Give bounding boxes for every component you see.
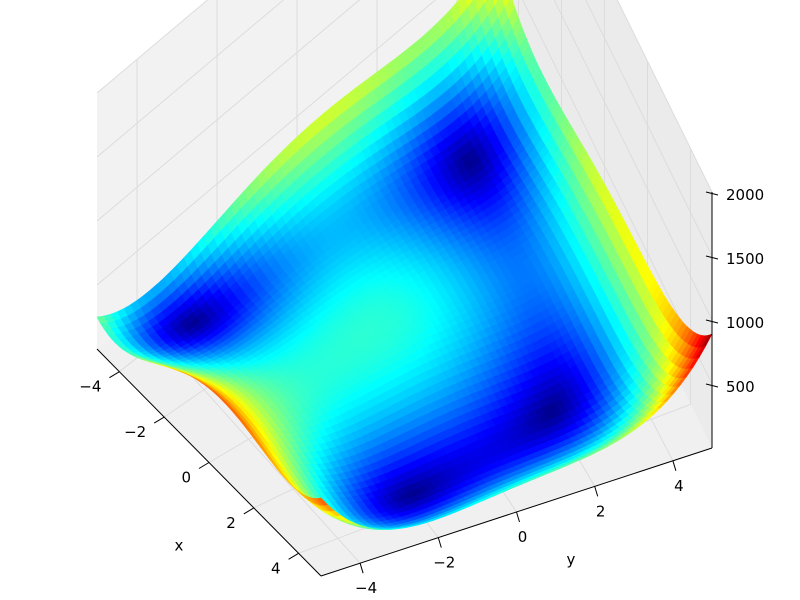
- y-tick-label: 2: [596, 502, 606, 520]
- x-axis-tick: [288, 552, 299, 560]
- gridline-wall-z-right: [522, 0, 713, 385]
- x-tick-label: −4: [79, 378, 101, 396]
- x-tick-label: −2: [124, 423, 146, 441]
- y-tick-label: −2: [433, 554, 455, 572]
- axes: −4 −2 0 2 4 −4 −2 0 2 4 500 1000 1500 2000: [79, 186, 764, 597]
- z-tick-label: 1500: [726, 250, 764, 268]
- z-tick-label: 500: [726, 378, 755, 396]
- x-tick-label: 0: [181, 469, 191, 487]
- y-tick-label: −4: [355, 579, 377, 597]
- y-axis-tick: [437, 537, 442, 548]
- gridline-wall-z-left: [96, 0, 361, 222]
- gridline-wall-z-right: [616, 0, 713, 193]
- surface-patch: [316, 497, 329, 506]
- gridline-wall-z-right: [553, 0, 713, 321]
- gridline-wall-z-right: [585, 0, 713, 257]
- gridline-wall-z-left: [96, 0, 437, 286]
- x-axis-tick: [198, 462, 210, 469]
- gridline-wall-z-left: [96, 0, 285, 158]
- z-axis-tick: [705, 319, 719, 324]
- z-axis-tick: [705, 191, 719, 196]
- z-tick-label: 2000: [726, 186, 764, 204]
- x-axis-tick: [153, 416, 165, 424]
- surface-mesh: [96, 0, 713, 530]
- x-tick-label: 4: [271, 559, 281, 577]
- y-tick-label: 0: [518, 528, 528, 546]
- y-axis-tick: [516, 511, 520, 523]
- y-axis-tick: [594, 486, 599, 497]
- x-axis-tick: [243, 507, 255, 515]
- z-axis-tick: [705, 383, 719, 388]
- z-tick-label: 1000: [726, 314, 764, 332]
- x-axis-tick: [109, 371, 120, 379]
- y-axis-label: y: [566, 551, 575, 569]
- x-axis-label: x: [175, 537, 184, 555]
- x-tick-label: 2: [226, 514, 236, 532]
- gridline-wall-z-left: [96, 0, 209, 94]
- y-tick-label: 4: [674, 477, 684, 495]
- y-axis-tick: [359, 563, 364, 574]
- y-axis-tick: [672, 460, 677, 471]
- z-axis-tick: [705, 255, 719, 260]
